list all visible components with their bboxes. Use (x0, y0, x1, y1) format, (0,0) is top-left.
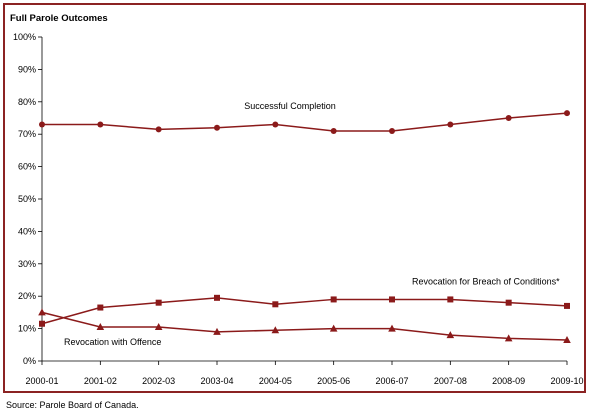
series-line (42, 112, 568, 132)
data-point-square (330, 296, 337, 303)
data-point-circle (272, 121, 279, 128)
data-point-square (214, 294, 220, 301)
y-tick-label: 80% (18, 97, 36, 107)
series-line (41, 297, 568, 325)
x-tick-label: 2002-03 (142, 376, 175, 386)
x-tick-label: 2009-10 (550, 376, 583, 386)
data-point-circle (330, 127, 337, 134)
data-point-triangle (213, 327, 221, 335)
data-point-triangle (271, 326, 280, 334)
chart-frame (3, 3, 586, 393)
x-tick-label: 2003-04 (200, 376, 233, 386)
data-point-triangle (388, 324, 396, 332)
y-tick-label: 90% (18, 64, 36, 74)
data-point-circle (39, 121, 45, 128)
series-label: Revocation with Offence (64, 337, 161, 347)
data-point-square (389, 296, 395, 303)
data-point-triangle (446, 331, 455, 339)
data-point-square (447, 296, 454, 303)
data-point-square (272, 301, 279, 308)
x-tick-label: 2007-08 (434, 376, 467, 386)
data-point-triangle (329, 324, 338, 332)
series-markers (38, 110, 571, 343)
y-tick-label: 70% (18, 129, 36, 139)
y-tick-label: 20% (18, 291, 36, 301)
data-point-triangle (504, 334, 513, 342)
data-point-square (505, 299, 512, 306)
data-point-square (564, 302, 570, 309)
x-tick-label: 2000-01 (25, 376, 58, 386)
x-tick-label: 2008-09 (492, 376, 525, 386)
data-point-circle (389, 127, 395, 134)
y-tick-label: 50% (18, 194, 36, 204)
y-tick-label: 60% (18, 162, 36, 172)
x-tick-label: 2004-05 (259, 376, 292, 386)
data-point-square (39, 320, 45, 327)
axes: 0% 10% 20% 30% 40% 50% 60% 70% 80% 90% 100% 2000-01… (13, 32, 584, 386)
y-tick-label: 100% (13, 32, 36, 42)
series-lines (41, 112, 568, 341)
source-note: Source: Parole Board of Canada. (6, 400, 139, 410)
chart-title: Full Parole Outcomes (10, 13, 108, 24)
data-point-square (97, 304, 104, 311)
x-tick-label: 2005-06 (317, 376, 350, 386)
y-tick-label: 0% (23, 356, 36, 366)
data-point-circle (97, 121, 104, 128)
data-point-triangle (563, 335, 571, 343)
series-line (41, 311, 568, 341)
data-point-circle (505, 115, 512, 121)
series-label: Successful Completion (244, 101, 336, 111)
data-point-triangle (154, 322, 163, 330)
y-tick-label: 40% (18, 226, 36, 236)
y-tick-label: 30% (18, 259, 36, 269)
series-labels: Successful Completion Revocation for Brea… (64, 101, 560, 347)
x-tick-label: 2006-07 (375, 376, 408, 386)
data-point-circle (447, 121, 454, 128)
y-tick-label: 10% (18, 324, 36, 334)
data-point-circle (155, 126, 162, 133)
data-point-triangle (38, 308, 46, 316)
x-tick-label: 2001-02 (84, 376, 117, 386)
data-point-triangle (96, 322, 105, 330)
series-label: Revocation for Breach of Conditions* (412, 276, 560, 286)
data-point-square (155, 299, 162, 306)
data-point-circle (214, 124, 220, 131)
data-point-circle (564, 110, 570, 117)
